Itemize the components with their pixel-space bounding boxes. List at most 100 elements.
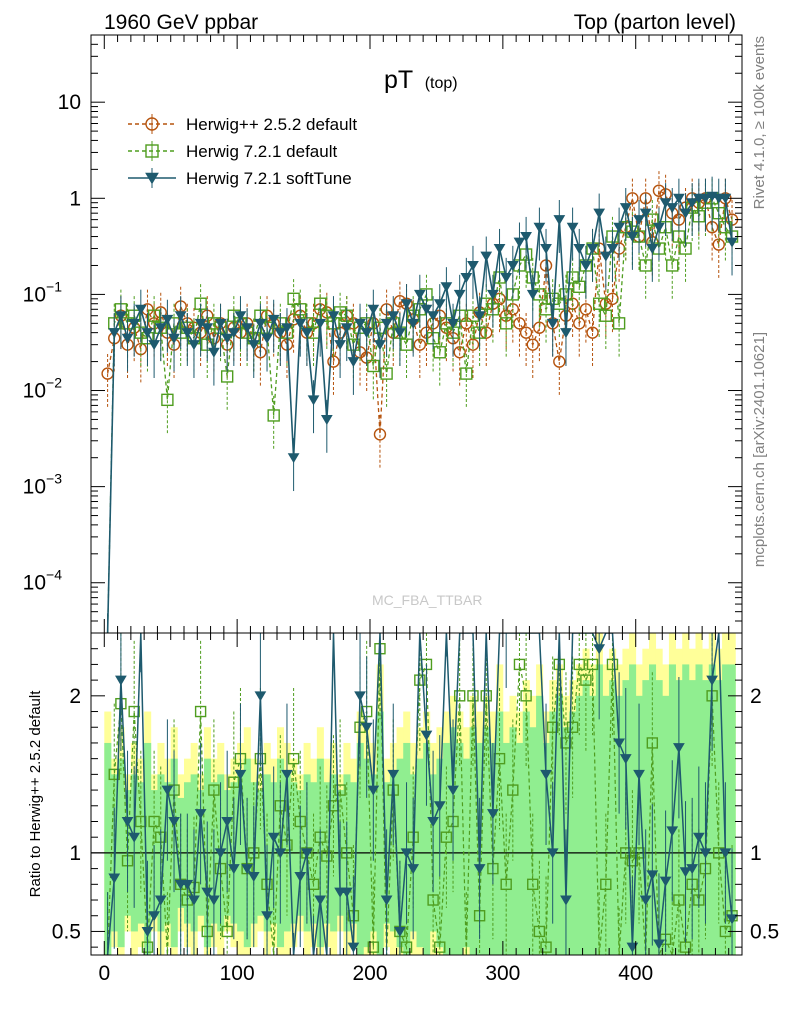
y-tick-label-left: 2 (69, 685, 81, 708)
data-point (400, 299, 413, 310)
plot-title-sub: (top) (425, 75, 458, 92)
data-point (115, 675, 127, 686)
data-point (507, 784, 519, 796)
data-point (560, 737, 572, 749)
series-line (106, 195, 733, 633)
data-point (321, 850, 333, 862)
uncertainty-band-green (423, 742, 431, 955)
data-point (666, 259, 679, 272)
data-point (387, 311, 400, 322)
data-point (519, 326, 533, 339)
data-point (447, 318, 459, 329)
data-point (626, 942, 639, 953)
y-tick-label-left: 0.5 (52, 920, 81, 943)
data-point (466, 338, 480, 351)
data-point (499, 317, 513, 330)
y-tick-base: 10 (58, 91, 81, 114)
series-1 (106, 178, 739, 633)
data-point (573, 658, 585, 671)
data-point (579, 303, 593, 316)
y-tick-label: 10−4 (23, 567, 63, 595)
main-x-axis (103, 35, 743, 633)
data-point (327, 311, 340, 322)
analysis-watermark: MC_FBA_TTBAR (372, 592, 482, 608)
data-point (121, 333, 134, 344)
data-point (281, 323, 293, 334)
data-point (699, 848, 712, 859)
data-point (201, 323, 214, 334)
data-point (626, 232, 639, 243)
data-point (566, 271, 579, 284)
data-point (566, 222, 579, 233)
data-point (267, 409, 280, 422)
uncertainty-band-green (469, 727, 477, 955)
data-point (281, 769, 293, 780)
data-point (154, 323, 167, 334)
rivet-version-label: Rivet 4.1.0, ≥ 100k events (751, 36, 768, 209)
data-point (540, 941, 552, 953)
y-tick-exponent: −4 (46, 567, 62, 583)
data-point (208, 347, 220, 358)
data-point (480, 326, 493, 339)
data-point (307, 395, 320, 406)
ratio-y-axis-label: Ratio to Herwig++ 2.5.2 default (27, 690, 44, 898)
data-point (320, 414, 333, 425)
data-point (367, 359, 380, 373)
data-point (188, 340, 200, 351)
y-tick-exponent: −1 (46, 278, 62, 294)
data-point (267, 832, 280, 843)
data-point (380, 895, 393, 906)
data-point (208, 784, 220, 796)
data-point (347, 942, 360, 953)
data-point (559, 288, 573, 301)
data-point (148, 815, 160, 828)
data-point (347, 357, 360, 368)
data-point (420, 304, 433, 315)
data-point (613, 738, 625, 749)
data-point (400, 338, 413, 351)
data-point (493, 244, 506, 255)
uncertainty-band-green (144, 742, 152, 955)
legend-entry-1: Herwig 7.2.1 default (128, 141, 337, 161)
data-point (433, 346, 446, 359)
uncertainty-band-green (575, 695, 583, 955)
data-point (141, 926, 154, 937)
data-point (692, 832, 705, 843)
data-point (201, 887, 214, 898)
data-point (513, 658, 526, 671)
data-point (612, 317, 626, 330)
x-tick-label: 300 (485, 962, 520, 985)
data-point (274, 328, 287, 339)
uncertainty-band-green (708, 664, 716, 955)
data-point (301, 328, 313, 339)
data-point (473, 864, 486, 875)
data-point (646, 737, 659, 749)
data-point (546, 848, 559, 859)
data-point (480, 251, 493, 262)
data-point (453, 690, 466, 702)
data-point (427, 894, 439, 906)
data-point (374, 340, 386, 351)
header-left: 1960 GeV ppbar (104, 11, 258, 34)
data-point (135, 815, 147, 828)
data-point (108, 328, 121, 339)
data-point (433, 299, 446, 310)
data-point (639, 259, 652, 272)
data-point (633, 769, 645, 780)
data-point (148, 340, 160, 351)
data-point (666, 826, 679, 837)
mcplots-reference-label: mcplots.cern.ch [arXiv:2401.10621] (751, 332, 768, 567)
data-point (447, 785, 459, 796)
data-point (145, 172, 159, 185)
data-point (254, 318, 267, 329)
data-point (620, 847, 632, 859)
uncertainty-band-green (589, 695, 597, 955)
y-tick-label: 1 (69, 187, 81, 210)
data-point (394, 328, 406, 339)
data-point (639, 208, 652, 219)
data-point (141, 328, 154, 339)
data-point (208, 895, 220, 906)
data-point (626, 192, 639, 205)
data-point (360, 328, 373, 339)
